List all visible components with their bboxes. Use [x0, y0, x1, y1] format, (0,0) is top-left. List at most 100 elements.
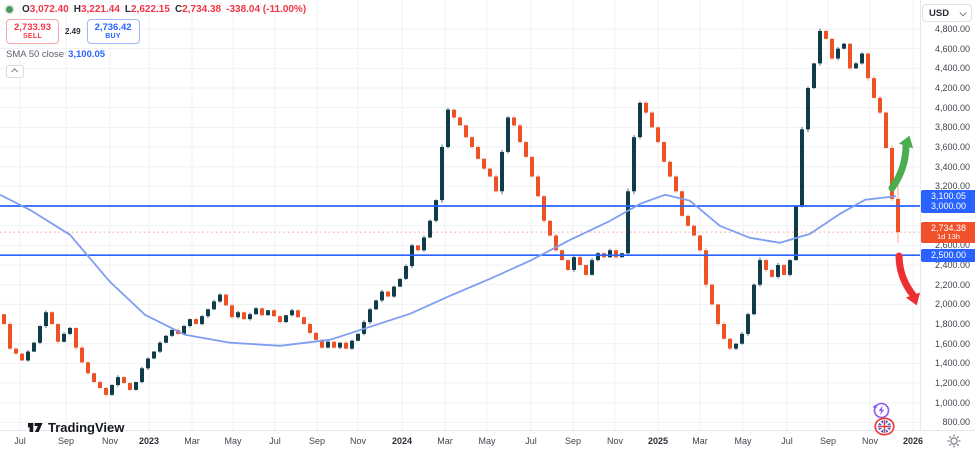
candle-up: [776, 265, 780, 277]
candle-up: [734, 343, 738, 349]
candle-down: [770, 269, 774, 277]
chart-canvas[interactable]: [0, 0, 920, 430]
candle-up: [290, 310, 294, 316]
candle-down: [194, 319, 198, 325]
price-tick-label: 1,600.00: [934, 338, 970, 349]
candle-down: [524, 142, 528, 157]
candle-up: [44, 312, 48, 327]
candle-down: [662, 142, 666, 162]
candle-up: [236, 312, 240, 318]
candle-down: [554, 235, 558, 251]
ohlc-close: C2,734.38: [174, 4, 222, 15]
price-badge-level: 2,500.00: [921, 248, 975, 262]
buy-button[interactable]: 2,736.42 BUY: [86, 19, 140, 44]
order-panel: 2,733.93 SELL 2.49 2,736.42 BUY: [6, 19, 306, 44]
candle-up: [182, 326, 186, 334]
candle-down: [680, 191, 684, 216]
sell-button[interactable]: 2,733.93 SELL: [6, 19, 59, 44]
time-tick-label: May: [734, 436, 752, 446]
candle-up: [32, 342, 36, 352]
candle-down: [104, 387, 108, 395]
chevron-up-icon: [11, 68, 18, 76]
price-tick-label: 4,400.00: [934, 63, 970, 74]
candle-down: [332, 341, 336, 348]
time-tick-label: Nov: [101, 436, 119, 446]
candle-down: [512, 117, 516, 126]
collapse-legend-button[interactable]: [6, 65, 24, 78]
candle-up: [794, 206, 798, 261]
price-tick-label: 4,800.00: [934, 24, 970, 34]
price-badge-level: 3,000.00: [921, 199, 975, 213]
time-tick-label: Jul: [525, 436, 537, 446]
candle-down: [716, 304, 720, 325]
candle-down: [74, 327, 78, 348]
time-tick-label: May: [478, 436, 496, 446]
candle-up: [860, 53, 864, 64]
currency-dropdown[interactable]: USD: [922, 4, 972, 22]
flag-badge-icon[interactable]: [874, 417, 895, 441]
candle-up: [740, 333, 744, 344]
candle-up: [212, 301, 216, 310]
chevron-down-icon: [960, 9, 967, 16]
tradingview-logo-icon: [28, 423, 43, 432]
candle-down: [692, 225, 696, 236]
price-chart[interactable]: [0, 0, 920, 430]
market-status-icon: [6, 6, 13, 13]
price-tick-label: 3,600.00: [934, 142, 970, 153]
lightning-badge-icon[interactable]: [872, 401, 890, 424]
candle-down: [536, 176, 540, 197]
candle-up: [392, 286, 396, 297]
time-tick-label: Jul: [781, 436, 793, 446]
gear-icon[interactable]: [946, 433, 962, 449]
candle-down: [92, 373, 96, 383]
candle-down: [14, 348, 18, 354]
candle-up: [266, 310, 270, 316]
candle-down: [494, 176, 498, 192]
candle-down: [824, 30, 828, 39]
candle-up: [338, 342, 342, 348]
candle-up: [356, 333, 360, 341]
tradingview-logo[interactable]: TradingView: [28, 420, 124, 435]
price-badge-last-price: 2,734.38 1d 13h: [921, 221, 975, 243]
candle-down: [242, 312, 246, 320]
candle-down: [260, 308, 264, 316]
arrow-down-annotation[interactable]: [895, 252, 920, 306]
candle-down: [830, 38, 834, 59]
candle-down: [2, 314, 6, 325]
ohlc-open: O3,072.40: [22, 4, 69, 15]
price-tick-label: 4,200.00: [934, 83, 970, 93]
price-tick-label: 3,200.00: [934, 181, 970, 192]
candle-down: [476, 147, 480, 159]
candle-down: [890, 148, 894, 199]
candle-down: [848, 43, 852, 69]
ohlc-high: H3,221.44: [73, 4, 120, 15]
candle-up: [152, 351, 156, 359]
candle-up: [590, 260, 594, 275]
time-tick-label: Nov: [861, 436, 879, 446]
time-axis[interactable]: Jul Sep Nov 2023 Mar May Jul Sep Nov 2024 Mar May Ju…: [0, 430, 975, 449]
candle-up: [626, 191, 630, 254]
price-tick-label: 2,400.00: [934, 260, 970, 271]
candle-up: [38, 326, 42, 343]
price-tick-label: 1,800.00: [934, 319, 970, 330]
candle-up: [188, 319, 192, 327]
arrow-up-annotation[interactable]: [888, 135, 914, 192]
candle-down: [314, 332, 318, 340]
candle-up: [572, 257, 576, 270]
indicator-legend[interactable]: SMA 50 close 3,100.05: [6, 49, 106, 60]
candle-down: [50, 312, 54, 325]
time-tick-label: Sep: [564, 436, 582, 446]
price-axis[interactable]: USD 4,800.00 4,600.00 4,400.00 4,200.00 4,00…: [920, 0, 975, 430]
candles-series: [2, 28, 900, 397]
candle-up: [752, 284, 756, 315]
sma50-line[interactable]: [0, 193, 897, 347]
candle-down: [674, 176, 678, 192]
candle-down: [542, 196, 546, 221]
candle-down: [278, 316, 282, 323]
candle-down: [482, 158, 486, 169]
candle-up: [380, 291, 384, 301]
candle-down: [872, 78, 876, 98]
candle-down: [704, 250, 708, 285]
candle-up: [26, 351, 30, 361]
